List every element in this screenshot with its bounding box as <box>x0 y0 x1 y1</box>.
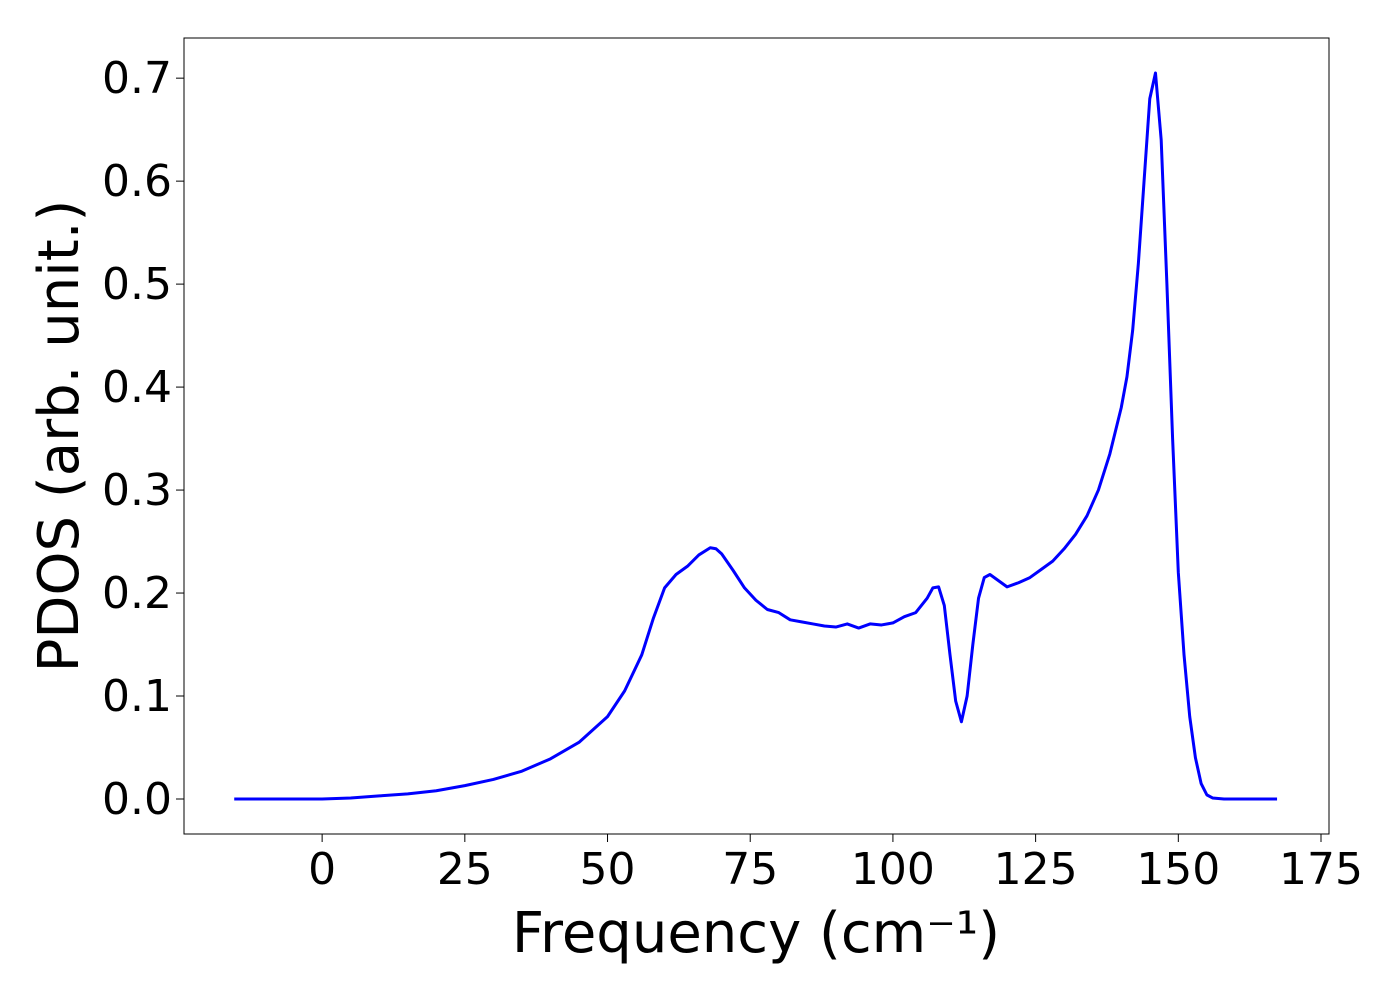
y-tick-label: 0.0 <box>102 774 172 825</box>
plot-frame <box>183 37 1330 835</box>
data-line <box>234 71 1278 801</box>
y-tick-label: 0.6 <box>102 156 172 207</box>
x-tick-label: 125 <box>994 844 1078 895</box>
y-tick-label: 0.5 <box>102 259 172 310</box>
y-axis-label: PDOS (arb. unit.) <box>27 200 92 673</box>
y-tick-label: 0.1 <box>102 671 172 722</box>
x-tick-label: 150 <box>1136 844 1220 895</box>
x-tick-label: 75 <box>722 844 778 895</box>
x-tick-label: 0 <box>308 844 336 895</box>
y-tick-label: 0.2 <box>102 568 172 619</box>
x-tick-label: 25 <box>437 844 493 895</box>
x-tick-label: 100 <box>851 844 935 895</box>
x-axis-label: Frequency (cm⁻¹) <box>512 901 1000 966</box>
y-tick-label: 0.4 <box>102 362 172 413</box>
y-tick-label: 0.7 <box>102 53 172 104</box>
x-tick-label: 175 <box>1279 844 1363 895</box>
x-tick-label: 50 <box>580 844 636 895</box>
y-tick-label: 0.3 <box>102 465 172 516</box>
